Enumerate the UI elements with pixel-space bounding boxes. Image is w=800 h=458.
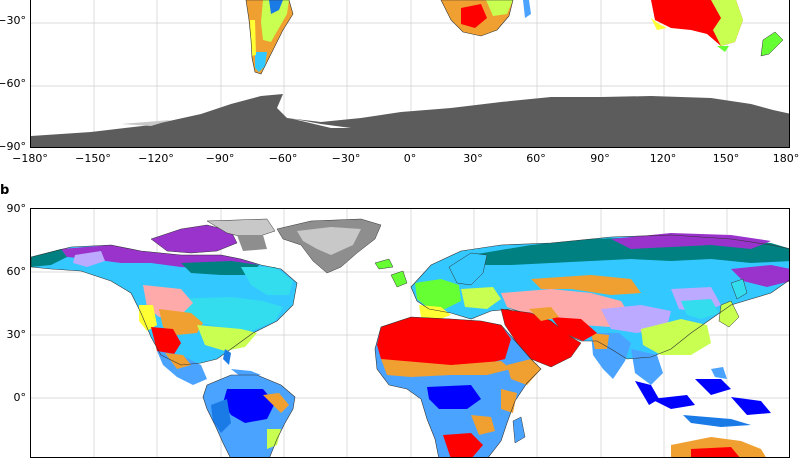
- y-tick-a-1: −60°: [0, 77, 26, 90]
- antarctica: [31, 94, 789, 147]
- greenland: [276, 218, 382, 274]
- panel-letter-b: b: [0, 183, 10, 198]
- x-tick-11: 150°: [712, 152, 740, 165]
- map-frame-b: [30, 208, 790, 458]
- x-tick-4: −60°: [268, 152, 298, 165]
- africa: [374, 316, 542, 457]
- south-america-south: [245, 0, 294, 75]
- australia-north: [671, 437, 766, 457]
- eurasia: [390, 233, 789, 385]
- y-tick-b-0: 90°: [6, 202, 27, 215]
- indonesia: [635, 367, 771, 427]
- map-frame-a: [30, 0, 790, 148]
- y-tick-a-2: −90°: [0, 140, 26, 153]
- iceland: [374, 258, 394, 270]
- australia-south: [651, 0, 784, 57]
- canadian-arctic: [150, 218, 276, 254]
- southern-africa: [440, 0, 531, 37]
- climate-map-a: [31, 0, 789, 147]
- x-tick-12: 180°: [772, 152, 800, 165]
- x-tick-2: −120°: [138, 152, 174, 165]
- panel-b: b: [0, 183, 800, 458]
- x-tick-6: 0°: [403, 152, 417, 165]
- x-tick-7: 30°: [463, 152, 483, 165]
- x-tick-0: −180°: [12, 152, 48, 165]
- x-tick-9: 90°: [590, 152, 610, 165]
- x-tick-1: −150°: [75, 152, 111, 165]
- south-america: [202, 374, 296, 457]
- x-tick-8: 60°: [526, 152, 546, 165]
- y-tick-b-3: 0°: [13, 391, 27, 404]
- panel-a: −30° −60° −90° −180° −150° −120° −90° −6…: [0, 0, 800, 170]
- x-tick-5: −30°: [331, 152, 361, 165]
- y-tick-a-0: −30°: [0, 14, 26, 27]
- y-tick-b-1: 60°: [6, 265, 27, 278]
- north-america: [31, 244, 298, 385]
- x-tick-10: 120°: [649, 152, 677, 165]
- y-tick-b-2: 30°: [6, 328, 27, 341]
- climate-map-b: [31, 209, 789, 457]
- middle-east: [500, 307, 597, 368]
- x-tick-3: −90°: [205, 152, 235, 165]
